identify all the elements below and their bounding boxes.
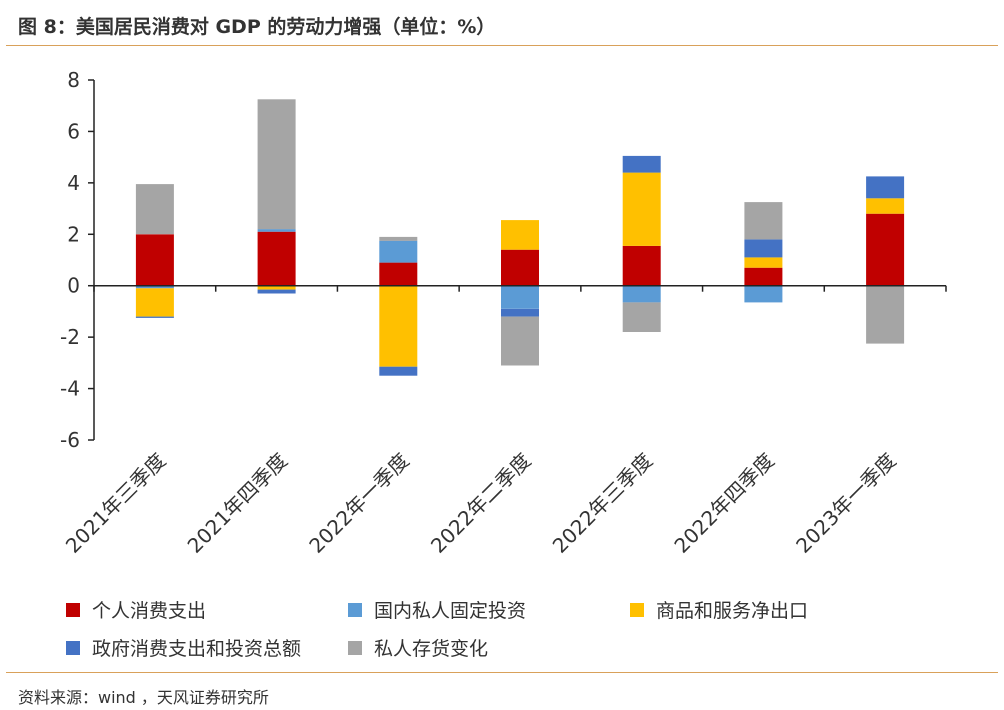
legend-swatch [348, 640, 362, 655]
bar-segment [379, 236, 418, 241]
source-note: 资料来源：wind ，天风证券研究所 [18, 688, 269, 707]
bar-segment [744, 202, 783, 240]
bar-segment [257, 99, 296, 230]
y-tick-label: 2 [67, 222, 80, 246]
bar-segment [622, 302, 661, 332]
bar-segment [501, 308, 539, 317]
legend-swatch [348, 602, 362, 617]
bars-layer [135, 99, 905, 376]
bar-segment [866, 176, 905, 199]
x-tick-label: 2021年三季度 [61, 448, 171, 558]
legend-label: 私人存货变化 [374, 638, 489, 660]
bar-segment [866, 198, 905, 214]
bar-segment [135, 234, 174, 286]
y-tick-label: 0 [67, 274, 80, 298]
legend-item: 国内私人固定投资 [348, 596, 526, 623]
x-tick-label: 2022年三季度 [548, 448, 658, 558]
x-tick-label: 2022年四季度 [669, 448, 779, 558]
bar-segment [622, 155, 661, 173]
bar-segment [379, 240, 418, 263]
chart-title: 图 8：美国居民消费对 GDP 的劳动力增强（单位：%） [18, 16, 496, 38]
bar-segment [744, 267, 783, 286]
bar-segment [135, 288, 174, 317]
bar-segment [501, 220, 539, 250]
bar-segment [622, 245, 661, 286]
bar-segment [866, 285, 905, 344]
legend-swatch [66, 640, 80, 655]
bar-segment [501, 285, 539, 309]
bar-segment [257, 229, 296, 232]
bar-segment [135, 184, 174, 235]
bar-segment [622, 172, 661, 246]
bar-segment [744, 285, 783, 303]
x-tick-label: 2023年一季度 [791, 448, 901, 558]
legend-label: 国内私人固定投资 [374, 600, 527, 622]
y-tick-label: 6 [67, 119, 80, 143]
legend-swatch [630, 602, 644, 617]
y-tick-label: -6 [60, 428, 80, 452]
title-divider [6, 45, 998, 46]
legend-item: 政府消费支出和投资总额 [66, 634, 301, 661]
legend-item: 商品和服务净出口 [630, 596, 808, 623]
bar-segment [379, 285, 418, 367]
x-tick-label: 2022年二季度 [426, 448, 536, 558]
legend-label: 商品和服务净出口 [656, 600, 809, 622]
x-tick-label: 2021年四季度 [183, 448, 293, 558]
y-tick-label: 4 [67, 171, 80, 195]
bar-segment [744, 239, 783, 258]
bar-segment [135, 316, 174, 318]
bar-segment [866, 213, 905, 286]
legend-label: 政府消费支出和投资总额 [92, 638, 302, 660]
x-tick-label: 2022年一季度 [304, 448, 414, 558]
bar-segment [501, 249, 539, 286]
bar-segment [257, 285, 296, 290]
bar-segment [622, 285, 661, 303]
stacked-bar-chart: 2021年三季度 2021年四季度 2022年一季度 2022年二季度 2022年三季度… [60, 68, 947, 558]
legend-swatch [66, 602, 80, 617]
legend-item: 个人消费支出 [66, 596, 206, 623]
bar-segment [379, 366, 418, 376]
y-tick-label: -2 [60, 325, 80, 349]
y-tick-label: 8 [67, 68, 80, 92]
chart-legend: 个人消费支出 国内私人固定投资 商品和服务净出口政府消费支出和投资总额 私人存货变化 [0, 590, 1004, 660]
y-tick-label: -4 [60, 377, 80, 401]
bar-segment [135, 285, 174, 289]
source-divider [6, 672, 998, 673]
bar-segment [257, 289, 296, 294]
bar-segment [744, 257, 783, 268]
bar-segment [379, 262, 418, 286]
bar-segment [257, 231, 296, 286]
legend-item: 私人存货变化 [348, 634, 488, 661]
bar-segment [501, 316, 539, 366]
legend-label: 个人消费支出 [92, 600, 207, 622]
